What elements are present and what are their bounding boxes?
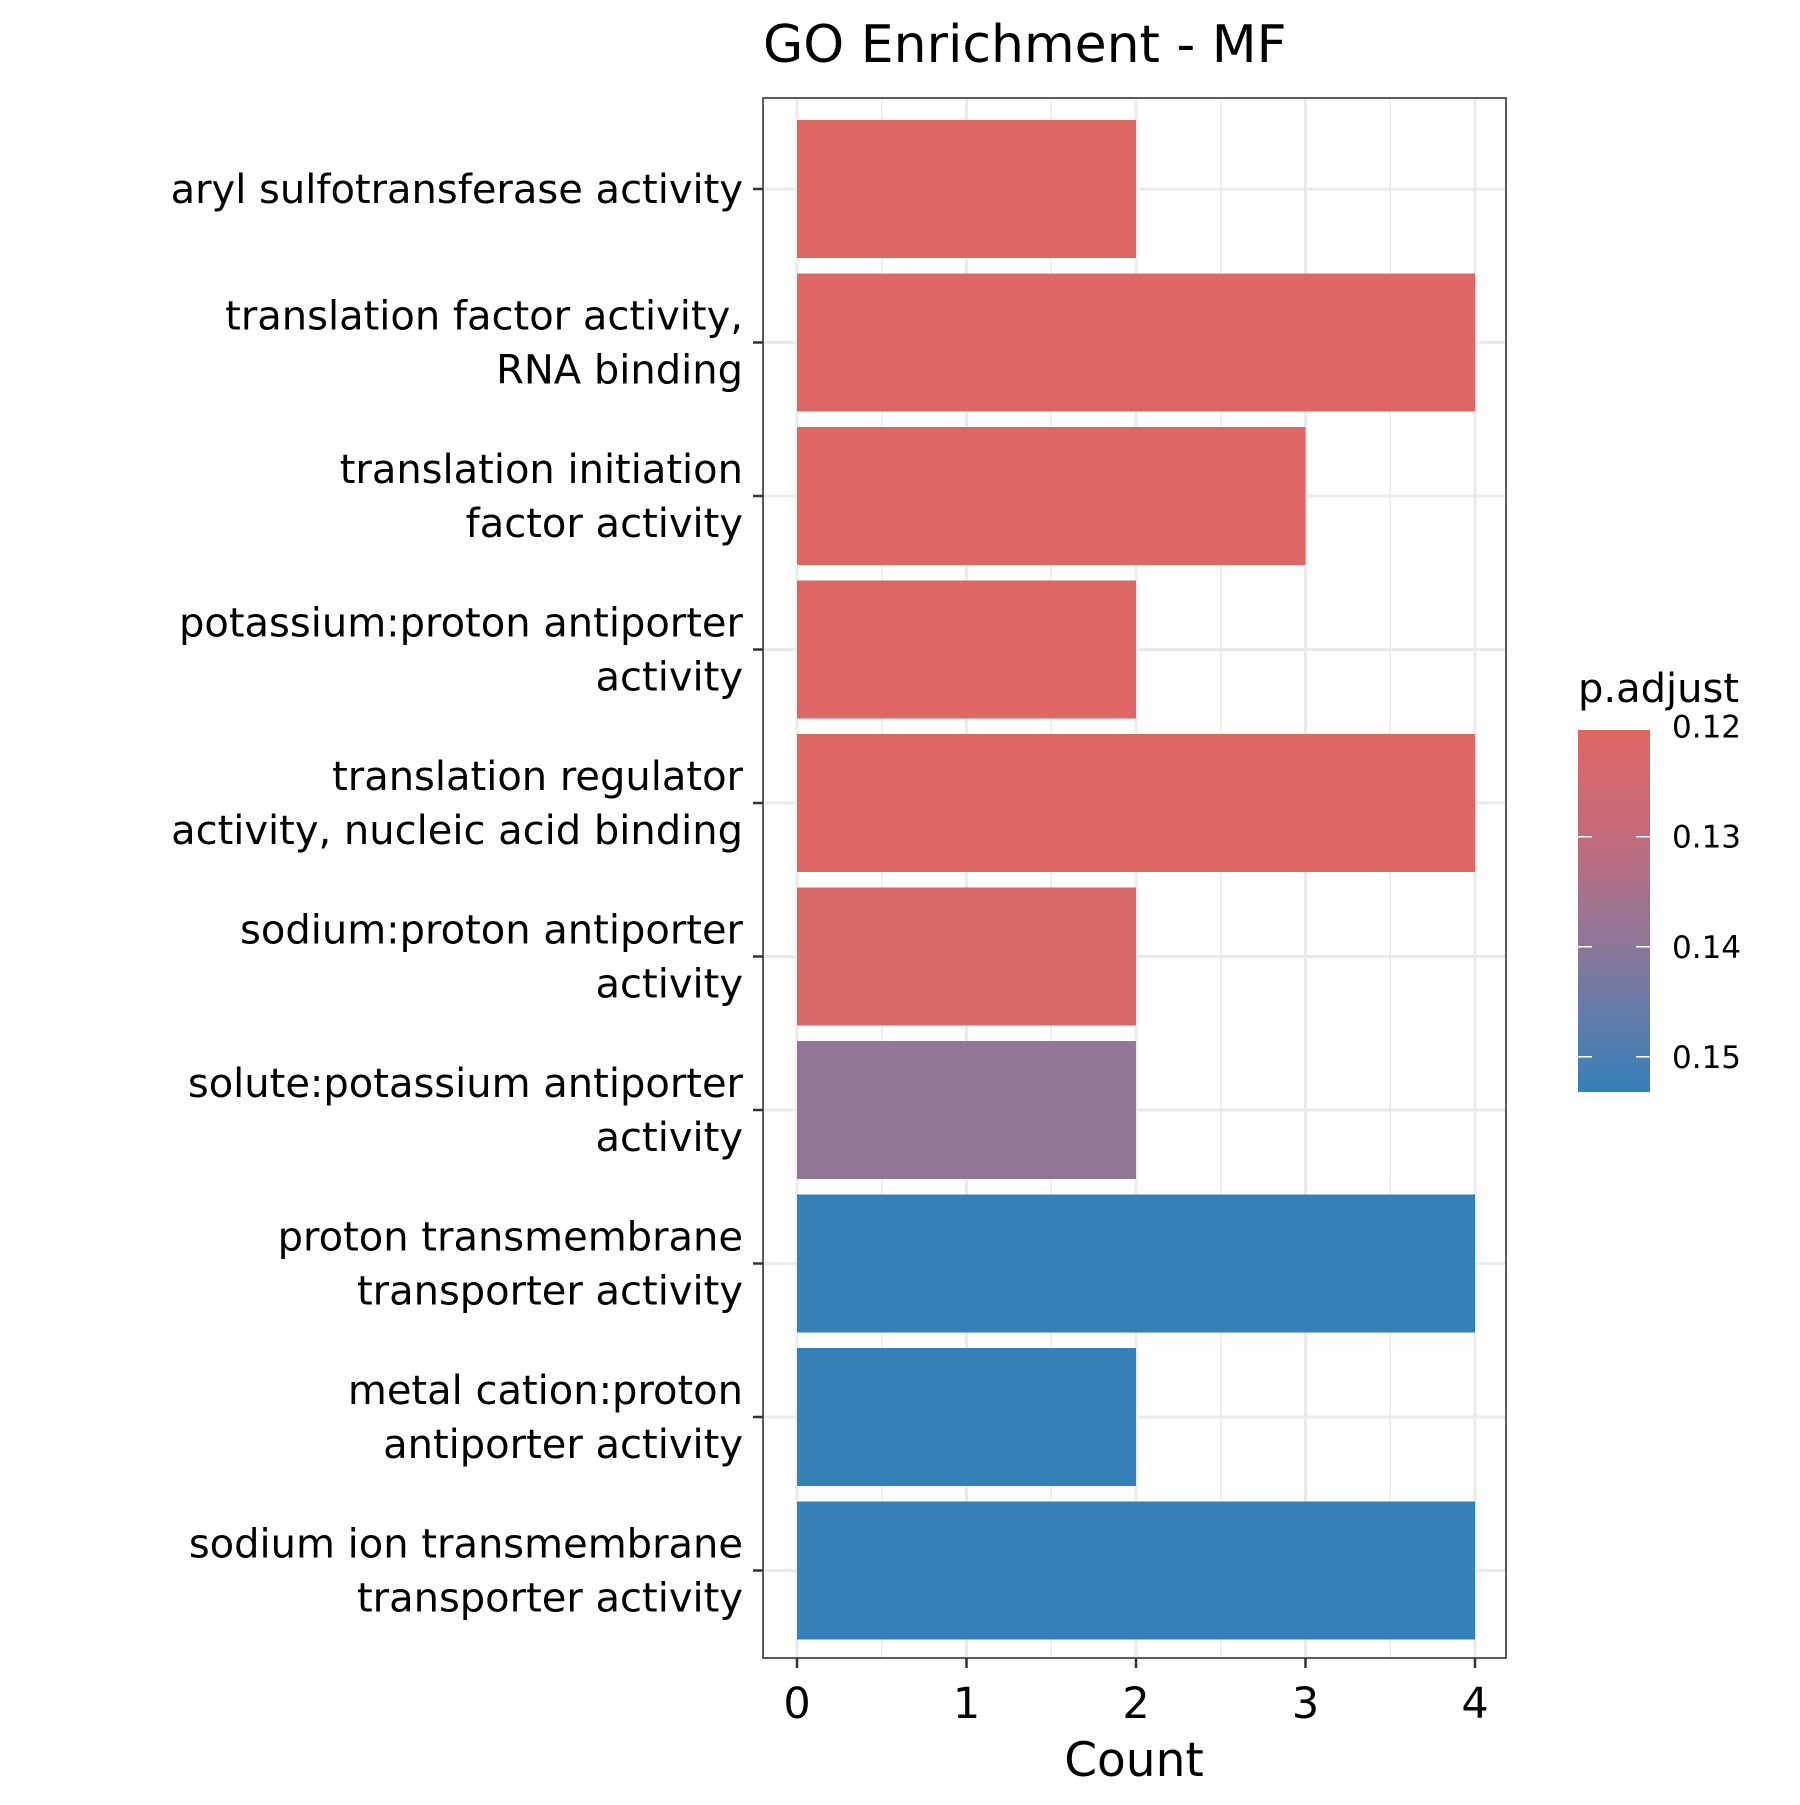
- y-tick-label: RNA binding: [496, 348, 743, 394]
- legend-color-bar: [1578, 730, 1650, 1092]
- y-tick-label: transporter activity: [357, 1269, 743, 1315]
- y-tick-label: potassium:proton antiporter: [179, 601, 744, 647]
- bar-8: [797, 1348, 1136, 1486]
- y-tick-label: translation initiation: [340, 447, 743, 493]
- plot-panel-border: [762, 97, 1507, 1659]
- y-tick-label: aryl sulfotransferase activity: [171, 167, 743, 213]
- bar-9: [797, 1501, 1475, 1640]
- x-tick-label: 2: [1122, 1679, 1149, 1729]
- legend-tick-label: 0.15: [1672, 1040, 1741, 1076]
- bar-5: [797, 887, 1136, 1026]
- bar-0: [797, 120, 1136, 258]
- bars: [797, 120, 1475, 1640]
- y-tick-label: sodium:proton antiporter: [240, 908, 744, 954]
- y-tick-label: translation factor activity,: [225, 294, 743, 340]
- legend-tick-label: 0.14: [1672, 930, 1741, 966]
- bar-1: [797, 273, 1475, 412]
- y-tick-label: antiporter activity: [383, 1422, 743, 1468]
- legend-tick-label: 0.13: [1672, 820, 1741, 856]
- x-tick-label: 1: [953, 1679, 980, 1729]
- x-axis-title: Count: [1064, 1733, 1204, 1788]
- bar-6: [797, 1041, 1136, 1179]
- y-tick-label: activity, nucleic acid binding: [171, 808, 743, 854]
- legend-ticks: 0.12 0.13 0.14 0.15: [1578, 710, 1741, 1076]
- y-axis: aryl sulfotransferase activity translatio…: [171, 167, 763, 1622]
- color-legend: p.adjust 0.12 0.13 0.14 0.15: [1578, 666, 1741, 1092]
- chart-title: GO Enrichment - MF: [763, 15, 1287, 75]
- y-tick-label: proton transmembrane: [278, 1215, 743, 1261]
- bar-4: [797, 734, 1475, 872]
- legend-title: p.adjust: [1578, 666, 1739, 712]
- y-tick-label: translation regulator: [332, 754, 743, 800]
- y-tick-label: activity: [596, 962, 743, 1008]
- y-tick-label: activity: [596, 1115, 743, 1161]
- y-tick-label: transporter activity: [357, 1576, 743, 1622]
- x-tick-label: 3: [1292, 1679, 1319, 1729]
- x-tick-label: 0: [783, 1679, 810, 1729]
- bar-7: [797, 1194, 1475, 1333]
- y-tick-label: solute:potassium antiporter: [188, 1061, 744, 1107]
- y-tick-label: activity: [596, 655, 743, 701]
- y-tick-label: sodium ion transmembrane: [189, 1522, 743, 1568]
- legend-tick-label: 0.12: [1672, 710, 1741, 746]
- y-tick-label: factor activity: [466, 501, 743, 547]
- x-axis: 0 1 2 3 4: [783, 1658, 1489, 1729]
- bar-3: [797, 580, 1136, 719]
- bar-2: [797, 427, 1306, 565]
- y-tick-label: metal cation:proton: [348, 1368, 743, 1414]
- x-tick-label: 4: [1461, 1679, 1488, 1729]
